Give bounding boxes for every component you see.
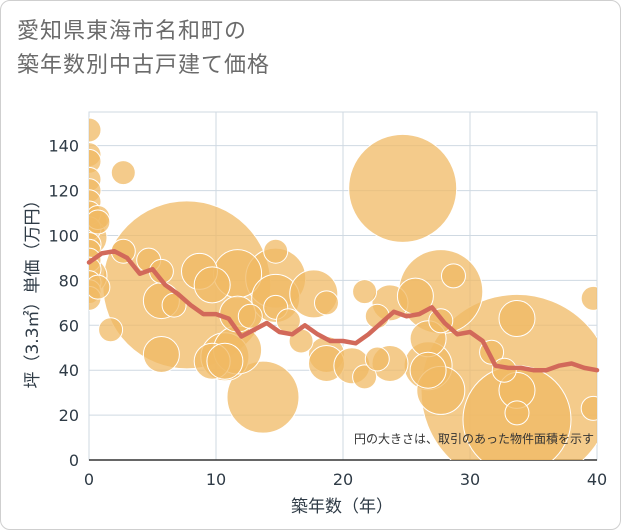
data-bubble — [263, 238, 289, 264]
data-bubble — [98, 317, 124, 343]
chart-title: 愛知県東海市名和町の 築年数別中古戸建て価格 — [17, 15, 270, 83]
y-tick-label: 140 — [48, 137, 79, 156]
average-price-line — [86, 248, 600, 373]
y-tick-label: 40 — [59, 361, 79, 380]
data-bubble — [142, 335, 180, 373]
tick-layer: 0 20 40 60 80 100 120 140 0 10 20 30 40 — [48, 137, 607, 489]
x-tick-label: 20 — [333, 470, 353, 489]
x-axis-label: 築年数（年） — [291, 497, 393, 517]
data-bubble — [504, 400, 530, 426]
data-bubble — [409, 351, 447, 389]
data-bubble — [498, 300, 536, 338]
y-tick-label: 0 — [69, 451, 79, 470]
line-layer — [86, 248, 600, 373]
data-bubble — [440, 263, 466, 289]
data-bubble — [352, 279, 378, 305]
data-bubble — [580, 285, 597, 311]
data-bubble — [193, 266, 231, 304]
data-bubble — [89, 274, 111, 300]
data-bubble — [364, 346, 390, 372]
x-tick-label: 30 — [460, 470, 480, 489]
chart-title-line-1: 愛知県東海市名和町の — [17, 19, 248, 44]
data-bubble — [110, 160, 136, 186]
data-bubble — [348, 133, 458, 243]
x-tick-label: 0 — [84, 470, 94, 489]
data-bubble — [352, 364, 378, 390]
y-tick-label: 100 — [48, 226, 79, 245]
y-tick-label: 80 — [59, 271, 79, 290]
y-tick-label: 120 — [48, 182, 79, 201]
y-tick-label: 20 — [59, 406, 79, 425]
y-axis-label: 坪（3.3㎡）単価（万円） — [23, 191, 43, 388]
x-tick-label: 10 — [206, 470, 226, 489]
chart-title-line-2: 築年数別中古戸建て価格 — [17, 53, 271, 78]
data-bubble — [580, 395, 597, 421]
data-bubble — [206, 342, 244, 380]
data-bubble — [237, 303, 263, 329]
data-bubble — [89, 117, 102, 143]
data-bubble — [226, 360, 300, 434]
x-tick-label: 40 — [587, 470, 607, 489]
y-tick-label: 60 — [59, 316, 79, 335]
data-bubble — [313, 290, 339, 316]
size-annotation: 円の大きさは、取引のあった物件面積を示す — [354, 431, 594, 446]
data-bubble — [89, 209, 111, 235]
